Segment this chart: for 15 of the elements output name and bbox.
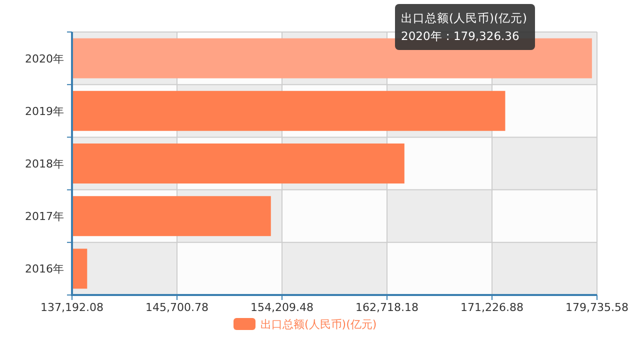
y-tick-label: 2019年 <box>25 104 64 118</box>
x-tick-label: 162,718.18 <box>356 301 418 314</box>
annotation: 2020年 : 179,326.36 <box>401 29 520 43</box>
y-tick-label: 2020年 <box>25 52 64 66</box>
tooltip: 出口总额(人民币)(亿元) 2020年 : 179,326.36 <box>395 4 535 50</box>
y-tick-label: 2016年 <box>25 262 64 276</box>
x-tick-label: 179,735.58 <box>566 301 628 314</box>
legend: 出口总额(人民币)(亿元) <box>234 318 377 331</box>
y-tick-label: 2017年 <box>25 210 64 224</box>
y-tick-label: 2018年 <box>25 158 64 170</box>
x-tick-label: 154,209.48 <box>250 301 314 314</box>
x-tick-label: 171,226.88 <box>460 301 524 314</box>
x-tick-label: 145,700.78 <box>146 301 208 314</box>
x-tick-label: 137,192.08 <box>40 301 104 314</box>
legend-label: 出口总额(人民币)(亿元) <box>260 318 377 331</box>
